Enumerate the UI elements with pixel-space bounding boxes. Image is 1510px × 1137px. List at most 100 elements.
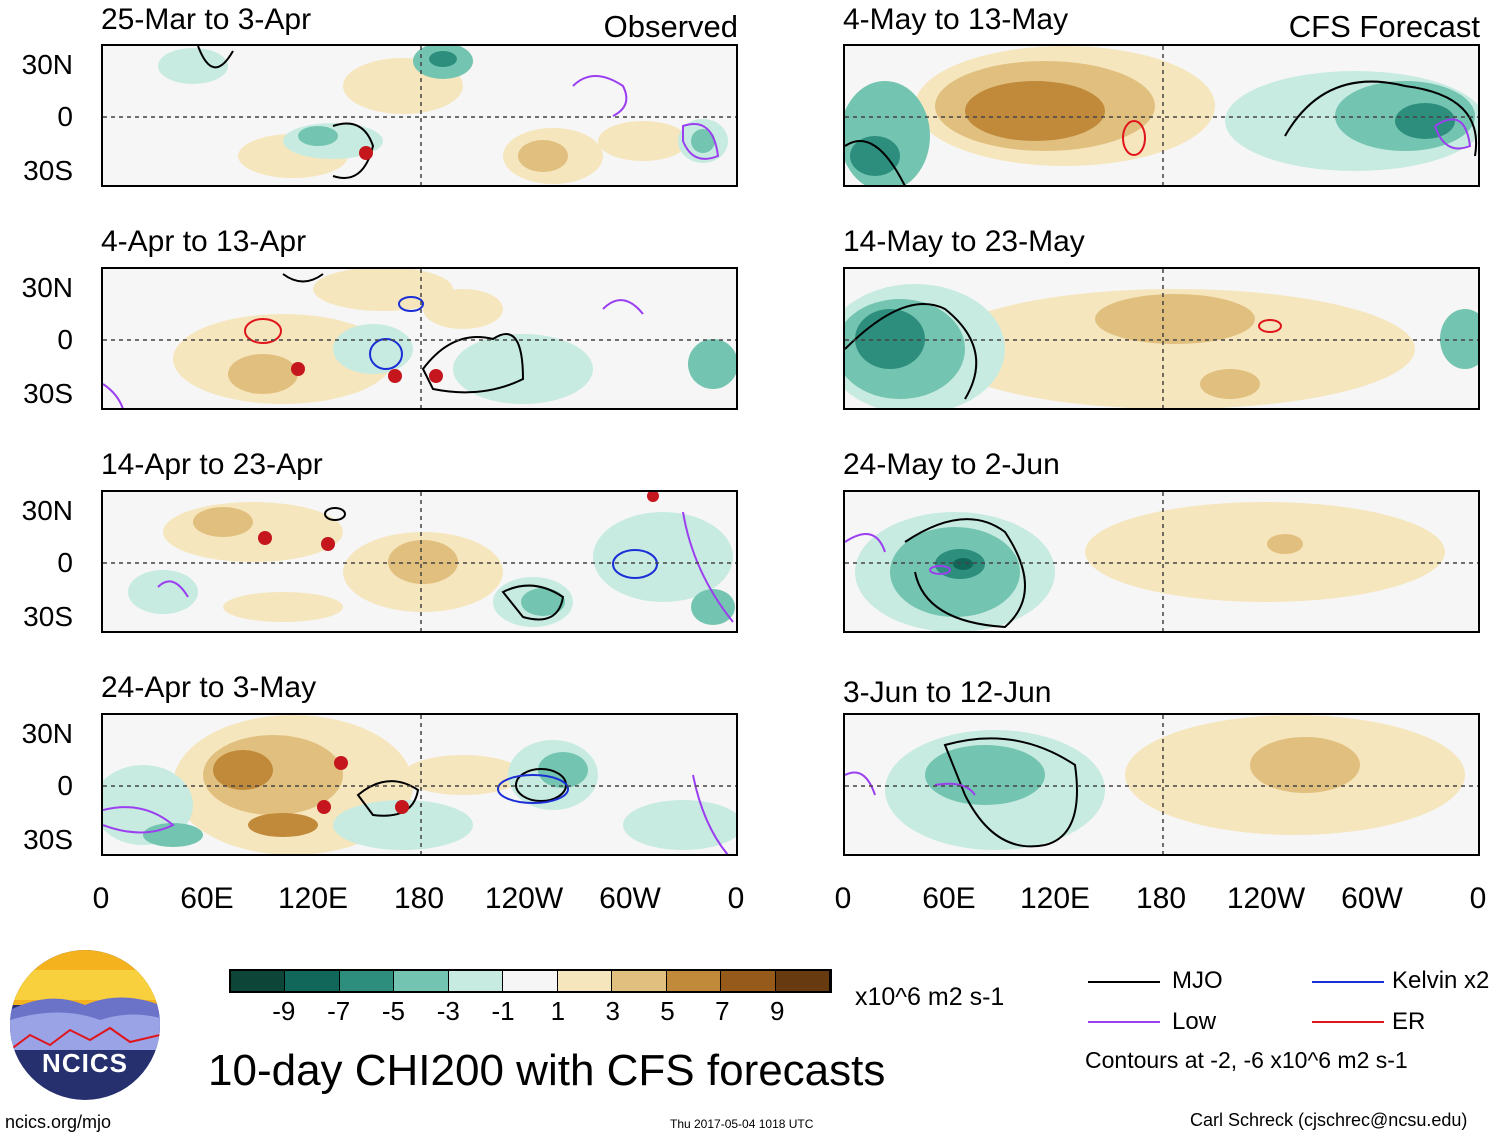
legend-low-line — [1088, 1021, 1160, 1023]
lat-label: 0 — [57, 770, 73, 801]
lon-label: 120W — [1226, 882, 1306, 915]
panel-title: 24-Apr to 3-May — [101, 671, 317, 704]
colorbar-tick-label: 7 — [715, 996, 730, 1026]
source-url: ncics.org/mjo — [5, 1112, 112, 1132]
cyclone-marker — [334, 756, 348, 770]
lat-label: 0 — [57, 547, 73, 578]
colorbar-swatch — [612, 971, 667, 991]
cyclone-marker — [388, 369, 402, 383]
colorbar-swatch — [666, 971, 722, 991]
cyclone-marker — [395, 800, 409, 814]
chi-field — [103, 46, 736, 185]
legend-kelvin-label: Kelvin x2 — [1392, 967, 1490, 994]
colorbar-swatch — [775, 971, 830, 991]
panel-title: 4-Apr to 13-Apr — [101, 225, 307, 258]
map-panel-forecast-4 — [843, 713, 1480, 856]
colorbar-tick-label: 3 — [605, 996, 620, 1026]
timestamp: Thu 2017-05-04 1018 UTC — [670, 1117, 814, 1131]
main-title: 10-day CHI200 with CFS forecasts — [208, 1046, 886, 1095]
panel-title: 24-May to 2-Jun — [843, 448, 1060, 481]
map-panel-forecast-1 — [843, 44, 1480, 187]
chi-field — [845, 46, 1478, 185]
logo-text: NCICS — [42, 1048, 128, 1078]
colorbar-swatch — [503, 971, 558, 991]
lon-label: 60E — [922, 882, 976, 915]
chi-field — [845, 269, 1478, 408]
map-panel-observed-3 — [101, 490, 738, 633]
panel-title: 25-Mar to 3-Apr — [101, 3, 312, 36]
colorbar-swatch — [394, 971, 449, 991]
chi-field — [103, 269, 736, 408]
colorbar-swatch — [285, 971, 340, 991]
lon-label: 180 — [1135, 882, 1187, 915]
chi-field — [845, 715, 1478, 854]
colorbar-swatch — [448, 971, 504, 991]
cyclone-marker — [291, 362, 305, 376]
chi-field — [845, 492, 1478, 631]
cyclone-marker — [359, 146, 373, 160]
lat-label: 30S — [23, 824, 73, 855]
observed-label: Observed — [603, 9, 738, 44]
ncics-logo: NCICS — [10, 950, 160, 1100]
map-panel-observed-1 — [101, 44, 738, 187]
lat-label: 0 — [57, 324, 73, 355]
lon-label: 60E — [180, 882, 234, 915]
colorbar-swatch — [721, 971, 776, 991]
colorbar-tick-label: 5 — [660, 996, 675, 1026]
colorbar-tick-label: -7 — [327, 996, 351, 1026]
lon-label: 60W — [1341, 882, 1403, 915]
colorbar-tick-label: -1 — [491, 996, 515, 1026]
map-panel-forecast-3 — [843, 490, 1480, 633]
map-panel-observed-4 — [101, 713, 738, 856]
map-panel-observed-2 — [101, 267, 738, 410]
colorbar-tick-label: -3 — [436, 996, 460, 1026]
legend-mjo-label: MJO — [1172, 967, 1223, 994]
lat-label: 30N — [21, 718, 73, 749]
colorbar-tick-label: 9 — [769, 996, 785, 1026]
lon-label: 120W — [484, 882, 564, 915]
legend-kelvin-line — [1312, 981, 1384, 983]
colorbar-units: x10^6 m2 s-1 — [855, 983, 1005, 1011]
contours-note: Contours at -2, -6 x10^6 m2 s-1 — [1085, 1047, 1408, 1073]
panel-title: 14-Apr to 23-Apr — [101, 448, 323, 481]
chi-field — [103, 492, 736, 631]
legend-low-label: Low — [1172, 1008, 1217, 1035]
colorbar-swatch — [557, 971, 613, 991]
lon-label: 120E — [1019, 882, 1091, 915]
lat-label: 30S — [23, 155, 73, 186]
panel-title: 14-May to 23-May — [843, 225, 1085, 258]
colorbar-swatch — [231, 971, 286, 991]
lon-label: 60W — [599, 882, 661, 915]
forecast-label: CFS Forecast — [1288, 9, 1480, 44]
cyclone-marker — [317, 800, 331, 814]
author: Carl Schreck (cjschrec@ncsu.edu) — [1190, 1110, 1468, 1130]
cyclone-marker — [429, 369, 443, 383]
panel-title: 4-May to 13-May — [843, 3, 1069, 36]
panel-title: 3-Jun to 12-Jun — [843, 676, 1052, 709]
colorbar-swatch — [339, 971, 395, 991]
lat-label: 30N — [21, 49, 73, 80]
map-panel-forecast-2 — [843, 267, 1480, 410]
lon-label: 0 — [727, 882, 745, 915]
chi-field — [103, 715, 736, 854]
lat-label: 0 — [57, 101, 73, 132]
colorbar-tick-label: -5 — [381, 996, 406, 1026]
lat-label: 30S — [23, 378, 73, 409]
legend-er-line — [1312, 1021, 1384, 1023]
lat-label: 30N — [21, 272, 73, 303]
lat-label: 30N — [21, 495, 73, 526]
legend-er-label: ER — [1392, 1008, 1426, 1035]
lon-label: 0 — [92, 882, 110, 915]
colorbar — [229, 969, 832, 993]
lat-label: 30S — [23, 601, 73, 632]
lon-label: 120E — [277, 882, 349, 915]
lon-label: 0 — [1469, 882, 1487, 915]
lon-label: 180 — [393, 882, 445, 915]
colorbar-tick-label: 1 — [550, 996, 566, 1026]
cyclone-marker — [647, 492, 659, 502]
colorbar-tick-label: -9 — [272, 996, 296, 1026]
cyclone-marker — [321, 537, 335, 551]
lon-label: 0 — [834, 882, 852, 915]
cyclone-marker — [258, 531, 272, 545]
legend-mjo-line — [1088, 981, 1160, 983]
